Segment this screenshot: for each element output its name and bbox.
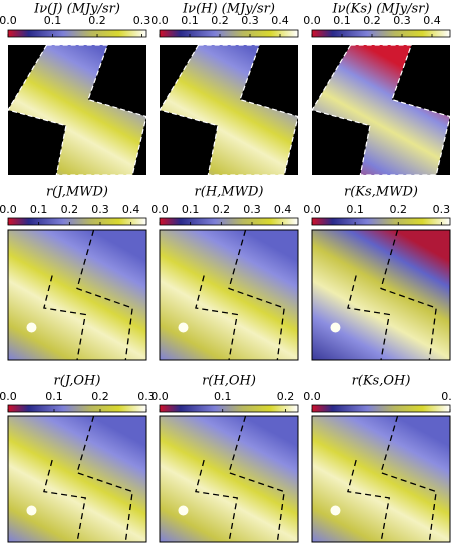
map-frame — [311, 229, 451, 361]
colorbar-tick-label: 0.3 — [393, 14, 411, 27]
map — [312, 230, 450, 360]
map — [8, 230, 146, 360]
colorbar-tick-label: 0.3 — [137, 390, 155, 403]
colorbar-tick-label: 0.0 — [303, 390, 321, 403]
panel-title: r(H,OH) — [202, 374, 256, 389]
colorbar-tick-label: 0.2 — [91, 390, 109, 403]
colorbar-tick-label: 0.0 — [0, 203, 17, 216]
map-outline — [7, 44, 147, 176]
colorbar-tick-label: 0.3 — [133, 14, 151, 27]
colorbar-tick-label: 0.4 — [274, 203, 292, 216]
colorbar-tick-label: 0.3 — [241, 14, 259, 27]
colorbar-tick-label: 0.3 — [91, 203, 109, 216]
colorbar-tick-label: 0.1 — [45, 390, 63, 403]
map — [312, 45, 450, 175]
colorbar-tick-label: 0.0 — [303, 203, 321, 216]
colorbar-tick-label: 0.1 — [441, 390, 452, 403]
colorbar-tick-label: 0.1 — [30, 203, 48, 216]
map-boundary — [347, 459, 391, 543]
colorbar-tick-label: 0.1 — [346, 203, 364, 216]
map-boundary — [195, 459, 239, 543]
map — [160, 45, 298, 175]
map-frame — [159, 415, 299, 543]
map-boundary — [380, 229, 437, 361]
colorbar — [7, 404, 147, 413]
colorbar-tick-label: 0.0 — [151, 203, 169, 216]
bright-spot — [178, 505, 189, 516]
colorbar-tick-label: 0.4 — [271, 14, 289, 27]
bright-spot — [26, 322, 37, 333]
map-boundary — [76, 415, 133, 543]
map — [8, 45, 146, 175]
panel-title: r(J,OH) — [54, 374, 101, 389]
colorbar-tick-label: 0.0 — [0, 390, 17, 403]
map-boundary — [380, 415, 437, 543]
colorbar-tick-label: 0.0 — [151, 390, 169, 403]
colorbar-tick-label: 0.4 — [122, 203, 140, 216]
map-frame — [159, 229, 299, 361]
colorbar-tick-label: 0.1 — [181, 14, 199, 27]
colorbar-tick-label: 0.1 — [333, 14, 351, 27]
colorbar-tick-label: 0.3 — [243, 203, 261, 216]
colorbar-tick-label: 0.0 — [151, 14, 169, 27]
colorbar — [7, 217, 147, 226]
colorbar — [7, 29, 147, 38]
map-boundary — [228, 415, 285, 543]
panel-title: Iν(J) (MJy/sr) — [33, 2, 120, 17]
map — [160, 416, 298, 542]
map-frame — [311, 415, 451, 543]
map-boundary — [228, 229, 285, 361]
map-boundary — [347, 275, 391, 361]
colorbar-tick-label: 0.3 — [433, 203, 451, 216]
colorbar-tick-label: 0.1 — [214, 390, 232, 403]
map-boundary — [43, 275, 87, 361]
map-frame — [7, 229, 147, 361]
colorbar — [159, 217, 299, 226]
map-boundary — [76, 229, 133, 361]
bright-spot — [178, 322, 189, 333]
panel-title: r(J,MWD) — [46, 185, 108, 200]
colorbar — [159, 29, 299, 38]
panel-title: Iν(H) (MJy/sr) — [182, 2, 275, 17]
colorbar — [159, 404, 299, 413]
bright-spot — [330, 505, 341, 516]
colorbar-tick-label: 0.2 — [211, 14, 229, 27]
map-frame — [7, 415, 147, 543]
colorbar-tick-label: 0.4 — [423, 14, 441, 27]
colorbar-tick-label: 0.2 — [88, 14, 106, 27]
colorbar — [311, 217, 451, 226]
map — [160, 230, 298, 360]
panel-title: Iν(Ks) (MJy/sr) — [332, 2, 430, 17]
map-outline — [159, 44, 299, 176]
colorbar-tick-label: 0.1 — [44, 14, 62, 27]
bright-spot — [330, 322, 341, 333]
colorbar — [311, 404, 451, 413]
panel-title: r(Ks,MWD) — [344, 185, 418, 200]
colorbar-tick-label: 0.2 — [390, 203, 408, 216]
map — [312, 416, 450, 542]
colorbar-tick-label: 0.0 — [303, 14, 321, 27]
bright-spot — [26, 505, 37, 516]
colorbar-tick-label: 0.2 — [277, 390, 295, 403]
colorbar — [311, 29, 451, 38]
colorbar-tick-label: 0.1 — [182, 203, 200, 216]
panel-title: r(Ks,OH) — [352, 374, 411, 389]
map — [8, 416, 146, 542]
colorbar-tick-label: 0.2 — [61, 203, 79, 216]
map-boundary — [43, 459, 87, 543]
colorbar-tick-label: 0.0 — [0, 14, 17, 27]
colorbar-tick-label: 0.2 — [213, 203, 231, 216]
colorbar-tick-label: 0.2 — [363, 14, 381, 27]
map-outline — [311, 44, 451, 176]
panel-title: r(H,MWD) — [195, 185, 264, 200]
map-boundary — [195, 275, 239, 361]
